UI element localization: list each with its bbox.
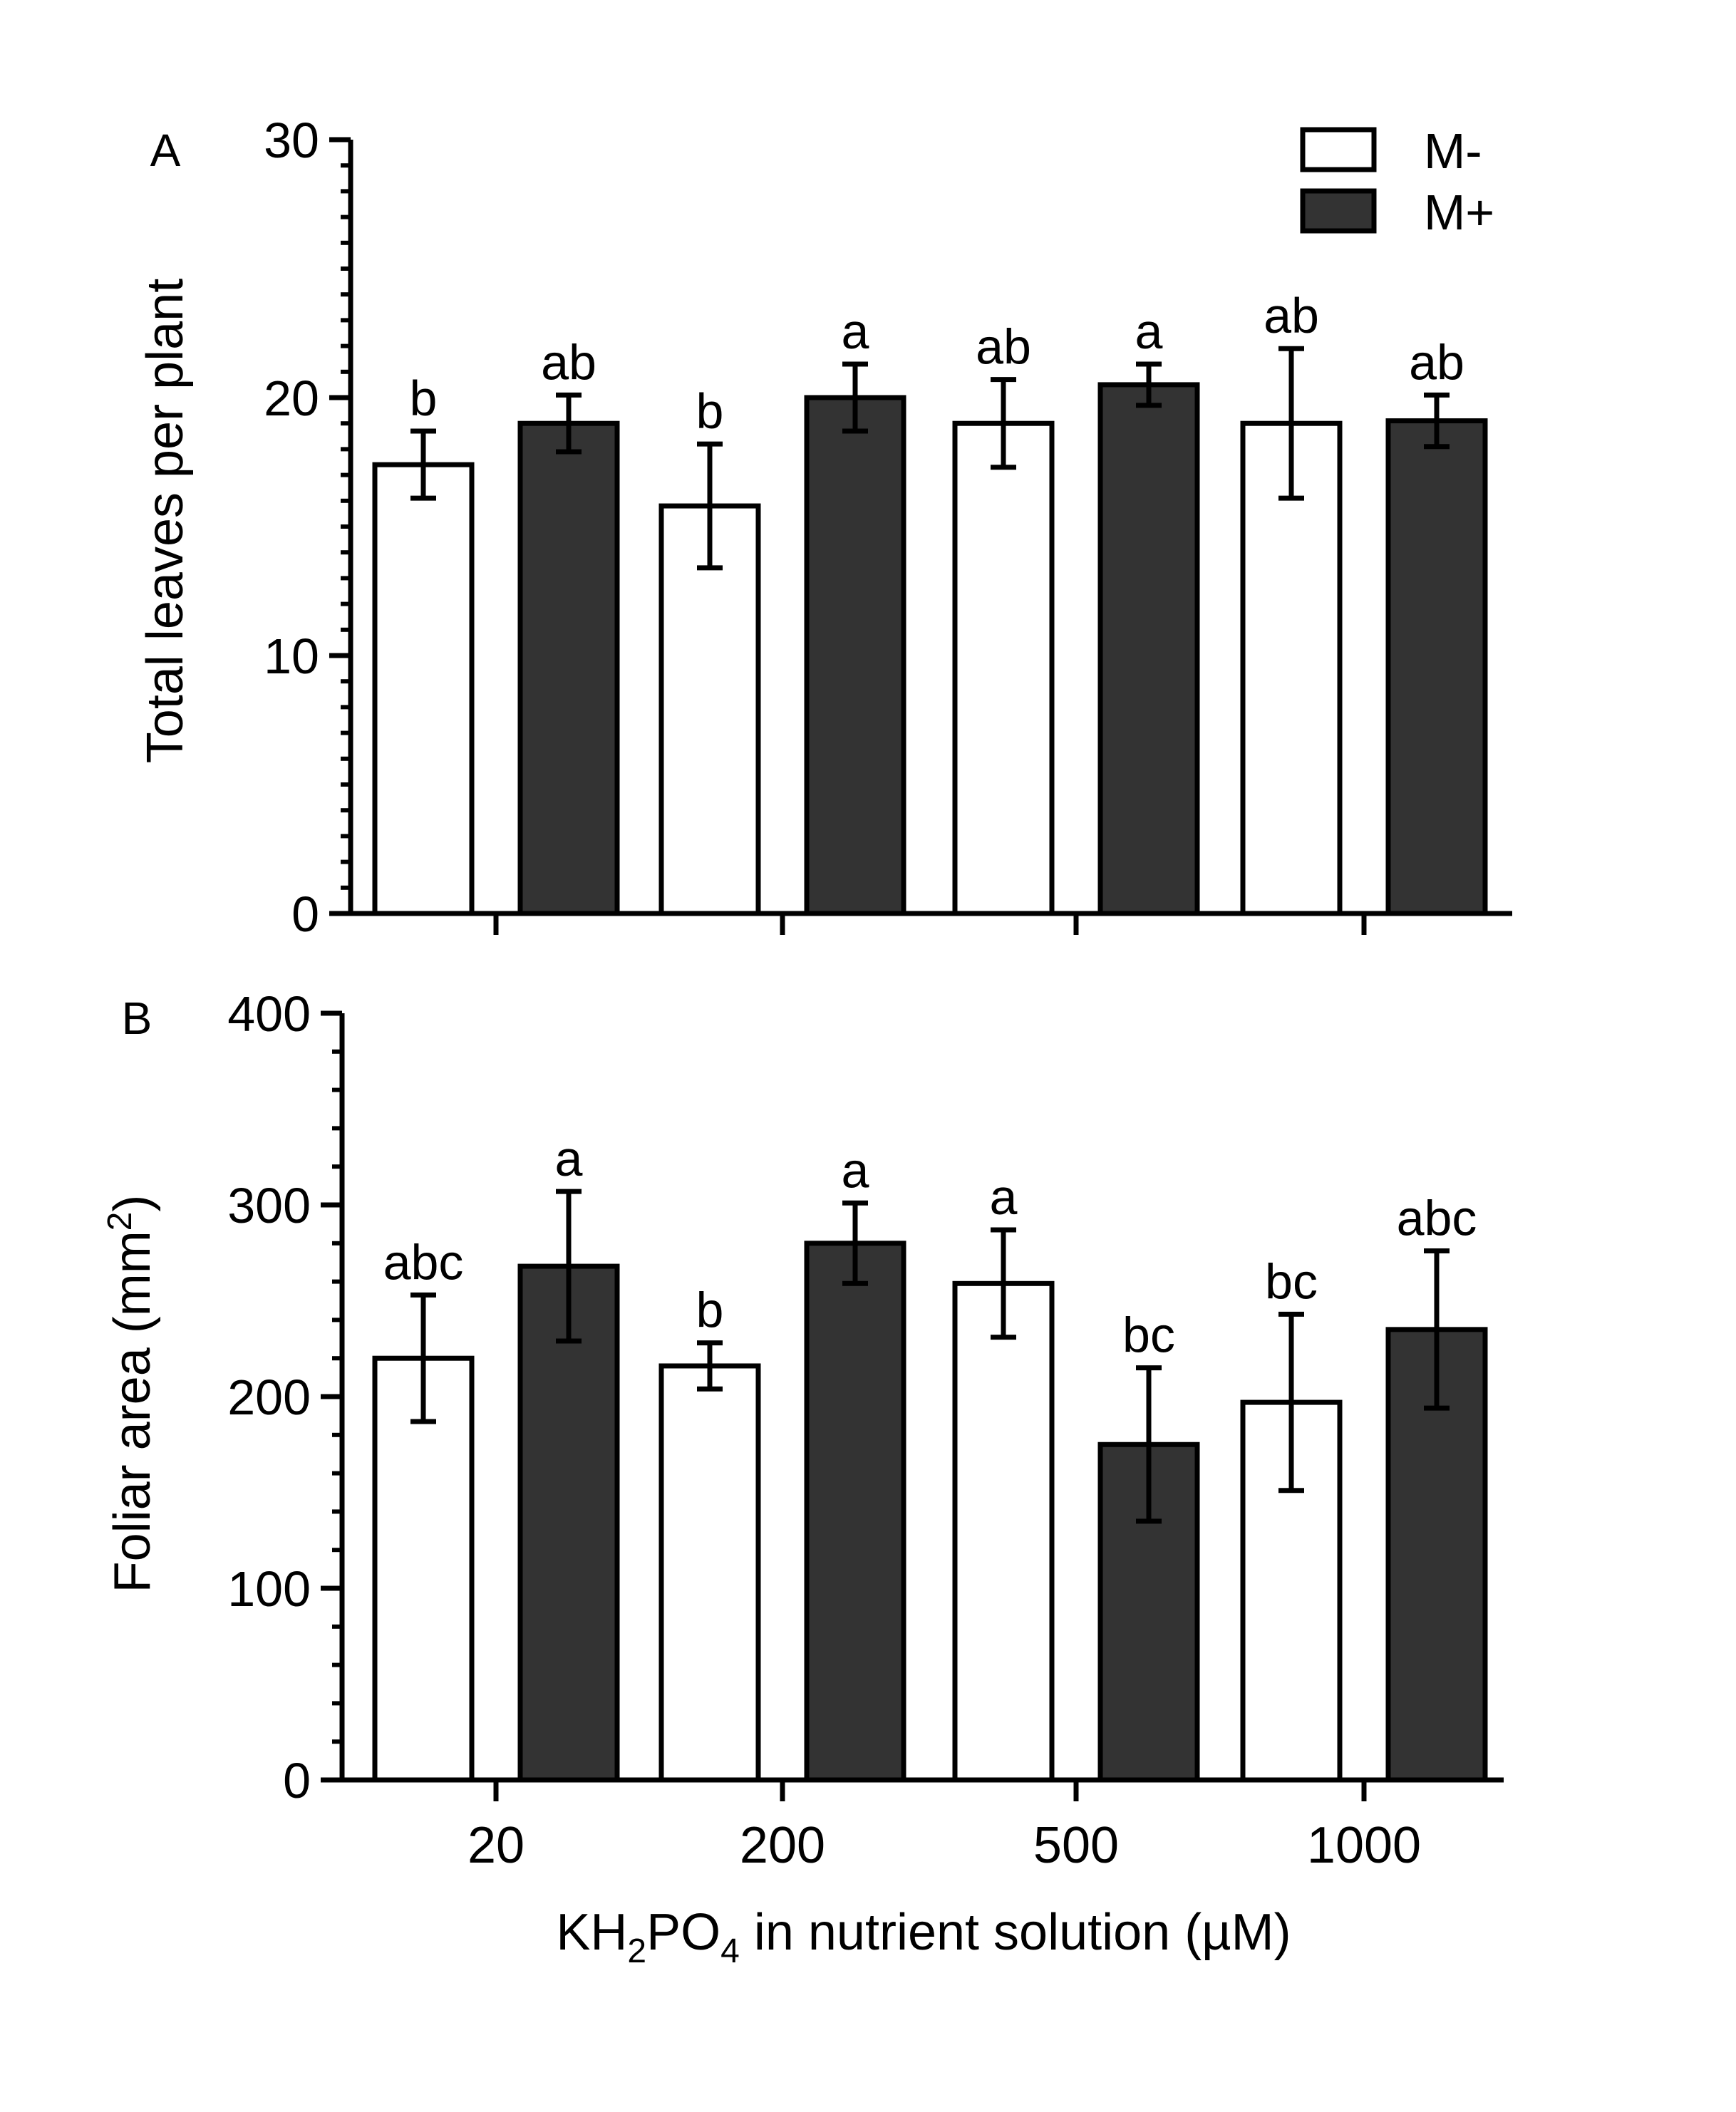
y-tick-label: 0 <box>291 886 319 942</box>
panel-a-label: A <box>150 125 181 176</box>
y-tick-label: 0 <box>283 1753 311 1808</box>
y-tick-label: 30 <box>264 113 319 168</box>
panel-b-label: B <box>122 993 153 1044</box>
significance-letter: bc <box>1265 1253 1318 1309</box>
y-tick-label: 10 <box>264 628 319 684</box>
legend: M- M+ <box>1300 123 1494 240</box>
bar-m-plus <box>804 395 906 916</box>
significance-letter: a <box>990 1169 1018 1225</box>
significance-letter: b <box>410 371 438 426</box>
significance-letter: ab <box>1264 288 1319 343</box>
significance-letter: ab <box>976 319 1031 375</box>
significance-letter: a <box>1135 304 1163 359</box>
y-tick-label: 200 <box>227 1370 311 1425</box>
significance-letter: abc <box>383 1234 464 1290</box>
bar-m-plus <box>1385 418 1488 916</box>
y-tick-label: 20 <box>264 371 319 426</box>
panel-a-error-bars <box>410 346 1450 571</box>
panel-b-error-bars <box>410 1189 1450 1524</box>
x-category-label: 1000 <box>1307 1817 1421 1874</box>
significance-letter: ab <box>541 334 596 390</box>
panel-a-chart: A Total leaves per plant 0 10 20 30 b b ab ab a… <box>137 113 1512 942</box>
panel-b-y-axis-label: Foliar area (mm2) <box>101 1195 161 1593</box>
bar-m-plus <box>517 1263 620 1783</box>
legend-swatch-m-plus <box>1300 188 1377 234</box>
x-axis-category-labels: 20 200 500 1000 <box>467 1817 1421 1874</box>
bar-m-plus <box>804 1241 906 1783</box>
legend-label-m-minus: M- <box>1424 123 1482 179</box>
bar-m-minus <box>1240 420 1343 916</box>
bar-m-plus <box>517 420 620 916</box>
significance-letter: a <box>555 1131 583 1186</box>
significance-letter: b <box>696 1283 724 1338</box>
significance-letter: abc <box>1397 1191 1477 1246</box>
x-category-label: 500 <box>1033 1817 1119 1874</box>
significance-letter: a <box>842 304 869 359</box>
bar-m-minus <box>372 462 475 916</box>
significance-letter: b <box>696 383 724 439</box>
y-tick-label: 400 <box>227 986 311 1042</box>
legend-label-m-plus: M+ <box>1424 185 1494 240</box>
significance-letter: ab <box>1409 334 1464 390</box>
x-category-label: 20 <box>467 1817 525 1874</box>
y-tick-label: 100 <box>227 1561 311 1617</box>
panel-b-axes: 0 100 200 300 400 <box>227 986 1504 1808</box>
panel-a-significance-letters: b b ab ab ab a a ab <box>410 288 1464 439</box>
bar-m-plus <box>1097 382 1200 916</box>
bar-m-minus <box>952 1280 1055 1783</box>
x-axis-label: KH2PO4 in nutrient solution (µM) <box>556 1904 1291 1970</box>
x-category-label: 200 <box>740 1817 825 1874</box>
bar-m-minus <box>952 420 1055 916</box>
significance-letter: bc <box>1122 1308 1175 1363</box>
bar-m-minus <box>658 1363 761 1783</box>
y-tick-label: 300 <box>227 1178 311 1233</box>
panel-a-y-axis-label: Total leaves per plant <box>137 279 194 763</box>
legend-swatch-m-minus <box>1300 127 1377 172</box>
bar-m-minus <box>372 1355 475 1783</box>
significance-letter: a <box>842 1142 869 1198</box>
